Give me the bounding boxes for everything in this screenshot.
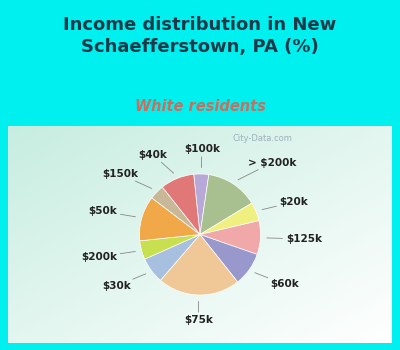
Text: City-Data.com: City-Data.com [233, 134, 293, 143]
Wedge shape [152, 187, 200, 234]
Wedge shape [194, 174, 209, 234]
Text: $40k: $40k [139, 150, 174, 173]
Wedge shape [200, 175, 252, 235]
Text: White residents: White residents [134, 99, 266, 114]
Wedge shape [200, 203, 259, 235]
Text: Income distribution in New
Schaefferstown, PA (%): Income distribution in New Schaefferstow… [63, 16, 337, 56]
Text: $50k: $50k [88, 206, 136, 217]
Text: $30k: $30k [102, 274, 146, 291]
Text: $60k: $60k [255, 273, 299, 289]
Text: $125k: $125k [267, 234, 322, 244]
Text: $100k: $100k [184, 144, 220, 168]
Text: $20k: $20k [262, 197, 308, 210]
Wedge shape [145, 234, 200, 280]
Wedge shape [200, 234, 257, 282]
Wedge shape [160, 234, 238, 295]
Text: $75k: $75k [184, 301, 213, 326]
Text: > $200k: > $200k [238, 158, 296, 180]
Wedge shape [140, 234, 200, 259]
Text: $150k: $150k [102, 169, 152, 188]
Wedge shape [162, 174, 200, 235]
Wedge shape [140, 198, 200, 241]
Text: $200k: $200k [81, 252, 135, 262]
Wedge shape [200, 221, 260, 254]
